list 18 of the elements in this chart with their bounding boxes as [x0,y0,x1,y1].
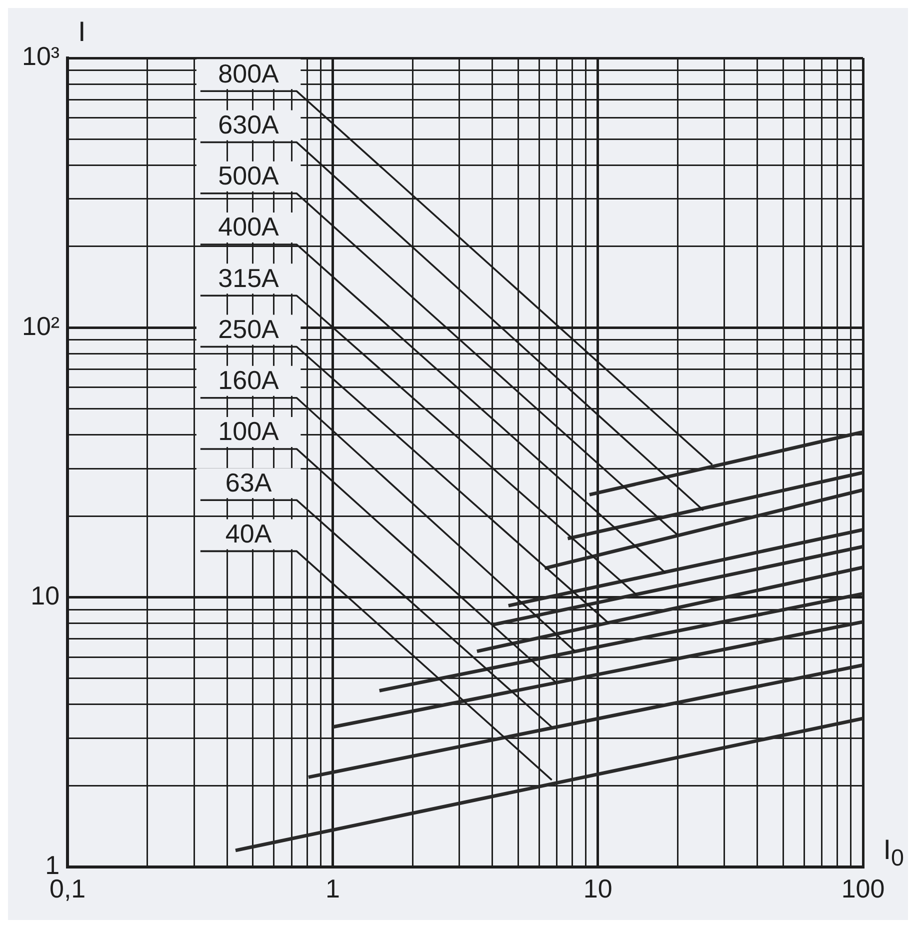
annotation: 400A [218,212,280,242]
annotation: 630A [218,109,280,140]
y-axis-title: I [78,16,86,48]
annotation: 160A [218,365,280,396]
y-tick-label: 10³ [22,41,60,72]
annotation: 100A [218,416,280,446]
y-tick-label: 10² [22,310,60,341]
x-tick-label: 100 [841,874,885,904]
annotation: 40A [225,518,272,548]
annotation: 250A [218,314,280,344]
x-axis-title: I$_{0}$ [883,834,904,872]
y-tick-label: 10 [30,580,60,610]
annotation: 63A [225,467,272,498]
annotation: 500A [218,160,280,191]
x-tick-label: 10 [583,874,612,904]
annotation: 800A [218,58,280,88]
annotation: 315A [218,262,280,293]
x-tick-label: 1 [325,874,340,904]
